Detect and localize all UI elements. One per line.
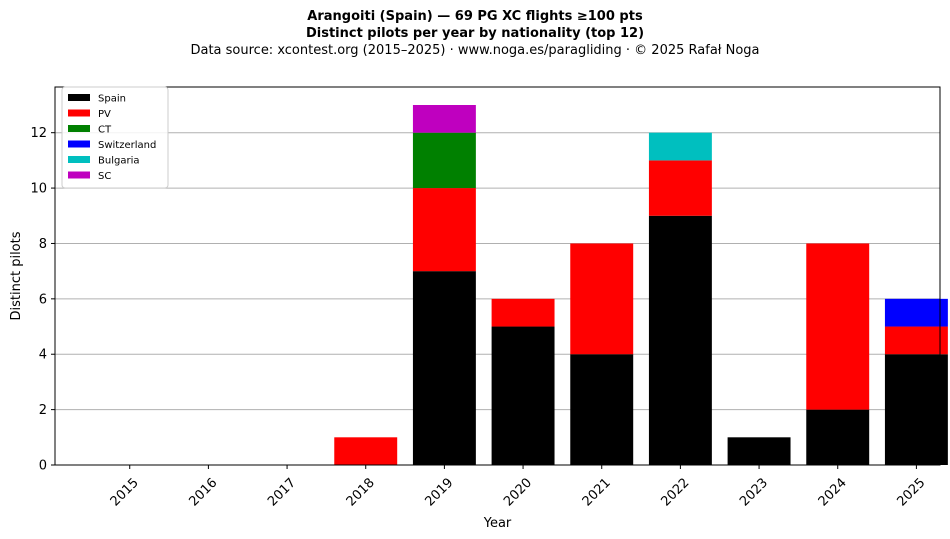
legend-label: Bulgaria	[98, 156, 139, 167]
legend-swatch	[68, 94, 90, 101]
legend-label: PV	[98, 109, 111, 120]
y-tick-label: 0	[39, 459, 47, 474]
bar-segment-pv	[648, 160, 712, 216]
bar-segment-switzerland	[884, 298, 948, 327]
bar-segment-pv	[491, 298, 555, 327]
bar-segment-spain	[570, 354, 634, 465]
chart-title: Arangoiti (Spain) — 69 PG XC flights ≥10…	[307, 9, 643, 24]
bar-segment-pv	[570, 243, 634, 355]
x-tick-label: 2025	[894, 475, 928, 509]
x-tick-label: 2016	[186, 475, 220, 509]
bar-segment-spain	[648, 215, 712, 465]
x-tick-label: 2017	[265, 475, 299, 509]
bar-segment-pv	[412, 188, 476, 272]
legend-label: Switzerland	[98, 140, 156, 151]
x-tick-label: 2023	[737, 475, 771, 509]
x-tick-label: 2022	[658, 475, 692, 509]
y-tick-label: 4	[39, 348, 47, 363]
bar-segment-spain	[412, 271, 476, 465]
legend-swatch	[68, 171, 90, 179]
bar-segment-pv	[806, 243, 870, 410]
y-tick-label: 2	[39, 403, 47, 418]
y-axis-label: Distinct pilots	[9, 231, 24, 320]
x-axis-label: Year	[483, 516, 512, 531]
x-tick-label: 2015	[108, 475, 142, 509]
plot-frame	[54, 86, 941, 466]
title-block: Arangoiti (Spain) — 69 PG XC flights ≥10…	[0, 8, 950, 59]
legend-swatch	[68, 125, 90, 132]
legend-swatch	[68, 109, 90, 117]
y-tick-label: 10	[30, 182, 47, 197]
bar-segment-pv	[334, 437, 398, 465]
legend-label: SC	[98, 171, 111, 182]
legend-swatch	[68, 140, 90, 148]
y-tick-label: 6	[39, 292, 47, 307]
bar-segment-spain	[727, 437, 791, 465]
x-tick-label: 2024	[816, 475, 850, 509]
y-tick-label: 8	[39, 237, 47, 252]
bars	[334, 105, 948, 465]
chart-subtitle: Distinct pilots per year by nationality …	[305, 26, 645, 41]
bar-segment-pv	[884, 326, 948, 355]
x-tick-label: 2019	[422, 475, 456, 509]
x-tick-label: 2021	[580, 475, 614, 509]
chart-source-line: Data source: xcontest.org (2015–2025) · …	[190, 43, 760, 58]
bar-segment-spain	[806, 409, 870, 465]
bar-segment-sc	[412, 105, 476, 133]
legend-label: Spain	[98, 94, 126, 105]
x-tick-label: 2018	[344, 475, 378, 509]
bar-segment-spain	[491, 326, 555, 465]
x-tick-label: 2020	[501, 475, 535, 509]
legend-swatch	[68, 156, 90, 163]
x-axis: 2015 2016 2017 2018 2019 2020 2021 2022 2023 2024…	[108, 465, 928, 509]
y-tick-label: 12	[30, 126, 47, 141]
bar-segment-ct	[412, 132, 476, 189]
legend-label: CT	[98, 125, 112, 136]
y-axis: 0 2 4 6 8 10 12	[30, 126, 55, 474]
bar-segment-bulgaria	[648, 132, 712, 161]
bar-segment-spain	[884, 354, 948, 465]
legend: Spain PV CT Switzerland Bulgaria SC	[61, 86, 169, 189]
